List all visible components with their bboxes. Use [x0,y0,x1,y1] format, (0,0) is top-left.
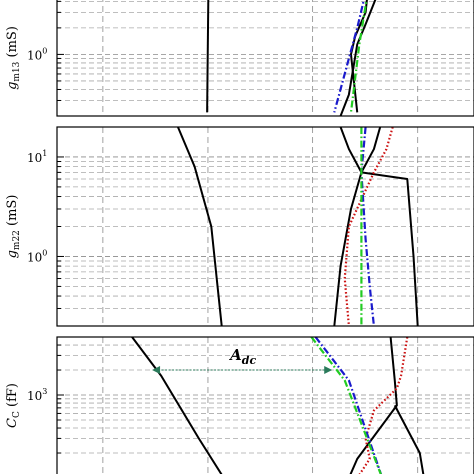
panel-frame [56,126,474,327]
series-line-3 [349,0,368,113]
plot-area [57,127,474,326]
y-axis-label: CC (fF) [5,383,22,428]
series-line-1 [131,337,223,474]
y-tick-label: 100 [27,46,47,62]
series-line-3 [339,127,419,326]
plot-area [57,337,474,474]
series-line-3 [393,404,425,474]
annotation-sub: dc [242,354,257,367]
plot-area [57,0,474,116]
series-line-2 [333,127,382,326]
series-line-1 [206,0,210,113]
y-tick-exp: 0 [42,248,47,257]
annotation-label: Adc [228,346,256,367]
series-line-5 [314,337,383,474]
y-tick-label: 101 [27,149,47,165]
series-line-2 [339,0,377,116]
y-tick-base: 10 [27,151,42,165]
y-label-main: g [5,82,20,90]
y-tick-base: 10 [27,389,42,403]
series-line-5 [360,127,376,326]
annotation-arrowhead-right [324,366,333,375]
series-line-6 [310,337,382,474]
y-axis-label: gm13 (mS) [5,26,22,90]
y-tick-label: 103 [27,387,47,403]
y-tick-exp: 1 [42,149,47,158]
y-tick-label: 100 [27,248,47,264]
panel-frame [56,0,474,117]
y-label-sub: C [12,411,22,418]
y-tick-exp: 0 [42,46,47,55]
series-line-4 [358,337,409,474]
y-label-unit: (mS) [5,195,20,231]
y-label-sub: m22 [12,230,22,250]
panel-frame [56,336,474,474]
series-line-5 [349,0,368,113]
annotation-main: A [228,346,242,364]
y-axis-label: gm22 (mS) [5,195,22,259]
y-tick-exp: 3 [42,387,47,396]
panel-3: Adc 103 CC (fF) [5,336,474,474]
y-label-unit: (fF) [5,383,20,411]
series-line-4 [333,0,366,113]
series-line-4 [343,127,394,326]
y-tick-base: 10 [27,250,42,264]
annotation-arrowhead-left [152,366,161,375]
y-label-main: g [5,250,20,258]
panel-1: 100 gm13 (mS) [5,0,474,117]
y-tick-base: 10 [27,48,42,62]
y-label-main: C [5,418,20,428]
series-line-1 [177,127,223,326]
y-label-sub: m13 [12,61,22,81]
y-label-unit: (mS) [5,26,20,62]
series-line-2 [349,337,398,474]
